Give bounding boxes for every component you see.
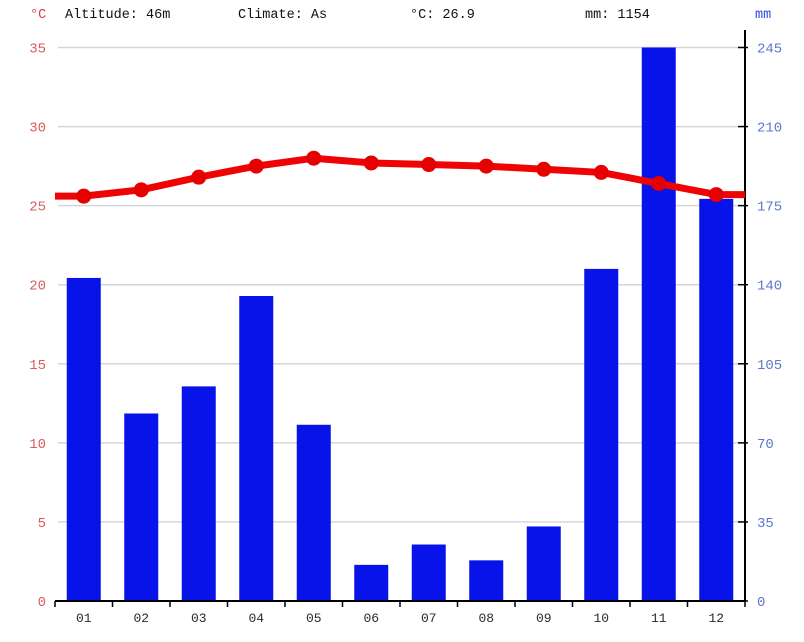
temperature-point-03 [191, 169, 207, 185]
climate-class-label: Climate: As [238, 8, 328, 23]
left-axis-tick-label: 25 [29, 200, 46, 216]
precip-bar-06 [354, 564, 389, 601]
temperature-point-12 [708, 187, 724, 203]
month-label-01: 01 [76, 611, 92, 626]
precip-bar-01 [66, 277, 101, 601]
month-label-12: 12 [708, 611, 724, 626]
annual-precip-label: mm: 1154 [585, 8, 650, 23]
left-axis-tick-label: 35 [29, 42, 46, 58]
left-axis-tick-label: 5 [38, 516, 46, 532]
month-label-10: 10 [593, 611, 609, 626]
right-axis-tick-label: 35 [757, 516, 774, 532]
left-axis-tick-label: 15 [29, 358, 46, 374]
right-axis-tick-label: 210 [757, 121, 782, 137]
precip-bar-12 [699, 198, 734, 602]
month-label-05: 05 [306, 611, 322, 626]
temperature-point-11 [651, 176, 667, 192]
precip-bar-08 [469, 560, 504, 601]
left-axis-tick-label: 0 [38, 595, 46, 611]
month-label-09: 09 [536, 611, 552, 626]
altitude-label: Altitude: 46m [65, 8, 171, 23]
right-axis-tick-label: 105 [757, 358, 782, 374]
right-axis-unit-label: mm [755, 8, 772, 23]
left-axis-tick-label: 30 [29, 121, 46, 137]
month-label-08: 08 [478, 611, 494, 626]
temperature-point-08 [478, 158, 494, 174]
right-axis-tick-label: 70 [757, 437, 774, 453]
precip-bar-07 [411, 544, 446, 601]
right-axis-tick-label: 175 [757, 200, 782, 216]
right-axis-tick-label: 245 [757, 42, 782, 58]
precip-bar-04 [239, 296, 274, 601]
precip-bar-03 [181, 386, 216, 601]
month-label-02: 02 [133, 611, 149, 626]
right-axis-tick-label: 0 [757, 595, 765, 611]
left-axis-unit-label: °C [30, 8, 47, 23]
month-label-07: 07 [421, 611, 437, 626]
precip-bar-05 [296, 424, 331, 601]
precip-bar-02 [124, 413, 159, 601]
temperature-point-04 [248, 158, 264, 174]
temperature-point-02 [133, 182, 149, 198]
avg-temperature-label: °C: 26.9 [410, 8, 475, 23]
left-axis-tick-label: 20 [29, 279, 46, 295]
left-axis-tick-label: 10 [29, 437, 46, 453]
month-label-04: 04 [248, 611, 264, 626]
temperature-point-09 [536, 161, 552, 177]
month-label-03: 03 [191, 611, 207, 626]
temperature-point-07 [421, 157, 437, 173]
temperature-point-01 [76, 188, 92, 204]
precip-bar-09 [526, 526, 561, 601]
right-axis-tick-label: 140 [757, 279, 782, 295]
temperature-point-05 [306, 150, 322, 166]
month-label-11: 11 [651, 611, 667, 626]
precip-bar-11 [641, 47, 676, 601]
month-label-06: 06 [363, 611, 379, 626]
temperature-point-06 [363, 155, 379, 171]
temperature-point-10 [593, 164, 609, 180]
temperature-line [55, 154, 745, 200]
precip-bar-10 [584, 268, 619, 601]
